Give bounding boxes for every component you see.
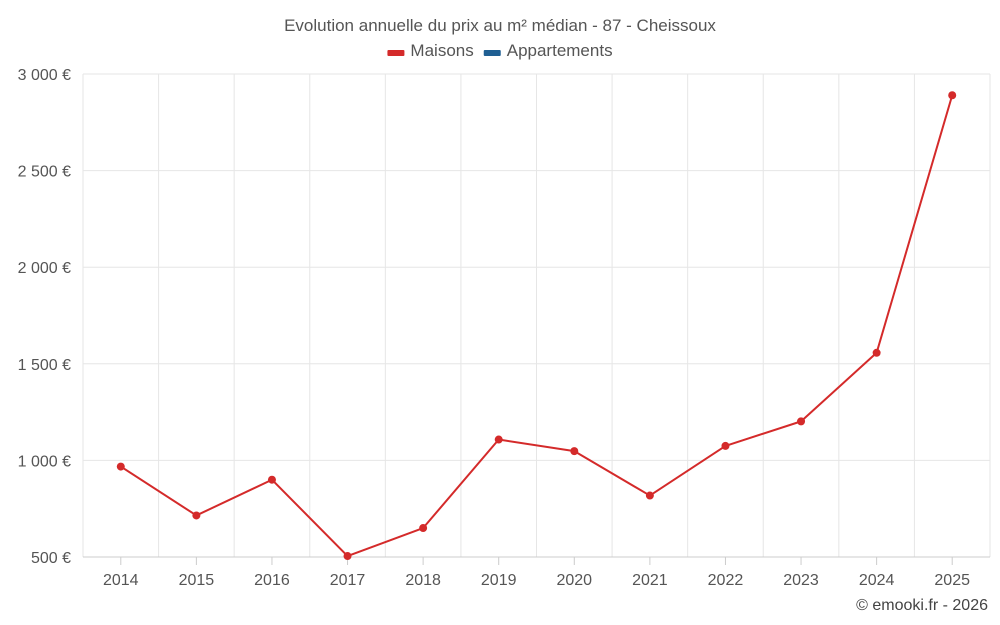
data-point-maisons[interactable] xyxy=(797,417,806,426)
x-tick-label: 2023 xyxy=(783,572,819,589)
series-layer xyxy=(116,91,957,561)
x-tick-label: 2014 xyxy=(103,572,139,589)
y-tick-label: 1 000 € xyxy=(18,453,71,470)
legend-item-appartements[interactable]: Appartements xyxy=(483,41,613,60)
data-point-maisons[interactable] xyxy=(948,91,957,100)
legend-item-maisons[interactable]: Maisons xyxy=(387,41,474,60)
x-axis: 2014 2015 2016 2017 2018 2019 2020 2021 2022 2023… xyxy=(83,556,990,589)
data-point-maisons[interactable] xyxy=(192,511,201,520)
data-point-maisons[interactable] xyxy=(645,491,654,500)
credit-text: © emooki.fr - 2026 xyxy=(856,597,988,614)
legend-swatch xyxy=(387,50,405,56)
legend-label: Appartements xyxy=(507,41,613,60)
y-tick-label: 3 000 € xyxy=(18,67,71,84)
y-tick-label: 2 500 € xyxy=(18,164,71,181)
data-point-maisons[interactable] xyxy=(343,552,352,561)
legend-swatch xyxy=(483,50,501,56)
x-tick-label: 2020 xyxy=(556,572,592,589)
x-tick-label: 2016 xyxy=(254,572,290,589)
grid xyxy=(82,73,991,558)
legend: Maisons Appartements xyxy=(387,41,613,60)
x-tick-label: 2017 xyxy=(330,572,366,589)
data-point-maisons[interactable] xyxy=(419,524,428,533)
y-tick-label: 500 € xyxy=(31,550,71,567)
legend-label: Maisons xyxy=(410,41,473,60)
data-point-maisons[interactable] xyxy=(721,441,730,450)
data-point-maisons[interactable] xyxy=(116,462,125,471)
x-tick-label: 2018 xyxy=(405,572,441,589)
x-tick-label: 2015 xyxy=(179,572,215,589)
data-point-maisons[interactable] xyxy=(494,435,503,444)
x-tick-label: 2025 xyxy=(934,572,970,589)
x-tick-label: 2022 xyxy=(708,572,744,589)
x-tick-label: 2019 xyxy=(481,572,517,589)
y-tick-label: 1 500 € xyxy=(18,357,71,374)
y-axis: 500 € 1 000 € 1 500 € 2 000 € 2 500 € 3 000 € xyxy=(18,67,71,567)
y-tick-label: 2 000 € xyxy=(18,260,71,277)
x-tick-label: 2024 xyxy=(859,572,895,589)
chart-title: Evolution annuelle du prix au m² médian … xyxy=(284,16,716,35)
series-line-maisons xyxy=(120,94,954,558)
x-tick-label: 2021 xyxy=(632,572,668,589)
data-point-maisons[interactable] xyxy=(570,447,579,456)
data-point-maisons[interactable] xyxy=(872,348,881,357)
data-point-maisons[interactable] xyxy=(267,475,276,484)
